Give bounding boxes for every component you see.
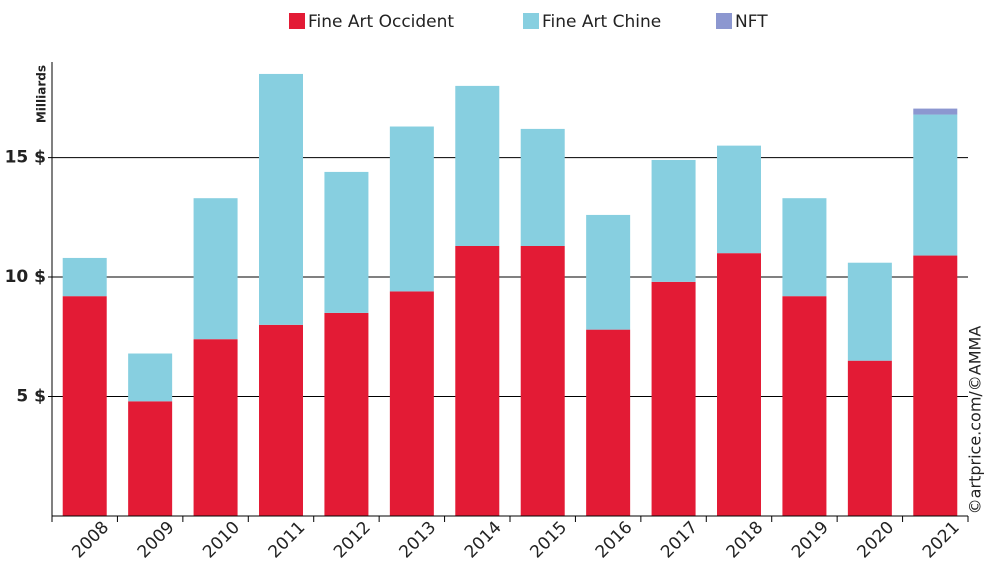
x-tick-label: 2013	[395, 518, 440, 563]
bar-segment	[913, 114, 958, 256]
x-tick-label: 2008	[68, 518, 113, 563]
x-tick-label: 2015	[526, 518, 571, 563]
x-tick-label: 2019	[788, 518, 833, 563]
bar-segment	[847, 360, 892, 516]
y-tick-label: 15 $	[5, 148, 46, 168]
y-tick-label: 5 $	[16, 387, 46, 407]
x-tick-label: 2018	[723, 518, 768, 563]
y-axis-label: Milliards	[35, 65, 49, 123]
bar-segment	[782, 296, 827, 516]
x-tick-label: 2009	[134, 518, 179, 563]
bar-segment	[455, 85, 500, 246]
x-tick-label: 2020	[853, 518, 898, 563]
bar-segment	[651, 159, 696, 282]
x-tick-label: 2016	[592, 518, 637, 563]
bar-segment	[847, 262, 892, 361]
x-tick-label: 2014	[461, 518, 506, 563]
bar-segment	[389, 126, 434, 292]
bar-segment	[455, 245, 500, 516]
bar-segment	[782, 198, 827, 297]
bar-segment	[324, 312, 369, 516]
x-tick-label: 2021	[919, 518, 964, 563]
x-tick-label: 2017	[657, 518, 702, 563]
bar-segment	[128, 401, 173, 516]
bar-segment	[586, 329, 631, 516]
bar-segment	[913, 108, 958, 115]
bar-segment	[717, 145, 761, 254]
bar-segment	[62, 257, 107, 297]
source: ©artprice.com/©AMMA	[966, 326, 985, 515]
bar-segment	[193, 339, 238, 516]
bar-segment	[586, 214, 631, 330]
bar-segment	[520, 245, 565, 516]
bar-segment	[193, 198, 238, 340]
bar-segment	[520, 128, 565, 246]
legend-label: NFT	[735, 12, 768, 32]
bar-segment	[128, 353, 173, 402]
legend-swatch	[523, 13, 539, 29]
legend-swatch	[716, 13, 732, 29]
bar-segment	[913, 255, 958, 516]
x-tick-label: 2010	[199, 518, 244, 563]
x-tick-label: 2011	[265, 518, 310, 563]
x-tick-label: 2012	[330, 518, 375, 563]
bar-segment	[651, 281, 696, 516]
bar-segment	[259, 73, 303, 325]
bar-segment	[62, 296, 107, 516]
bar-segment	[717, 253, 761, 516]
bar-segment	[324, 171, 369, 313]
legend-label: Fine Art Chine	[542, 12, 661, 32]
bar-segment	[389, 291, 434, 516]
bar-segment	[259, 324, 303, 516]
legend-label: Fine Art Occident	[308, 12, 454, 32]
legend-swatch	[289, 13, 305, 29]
y-tick-label: 10 $	[5, 267, 46, 287]
